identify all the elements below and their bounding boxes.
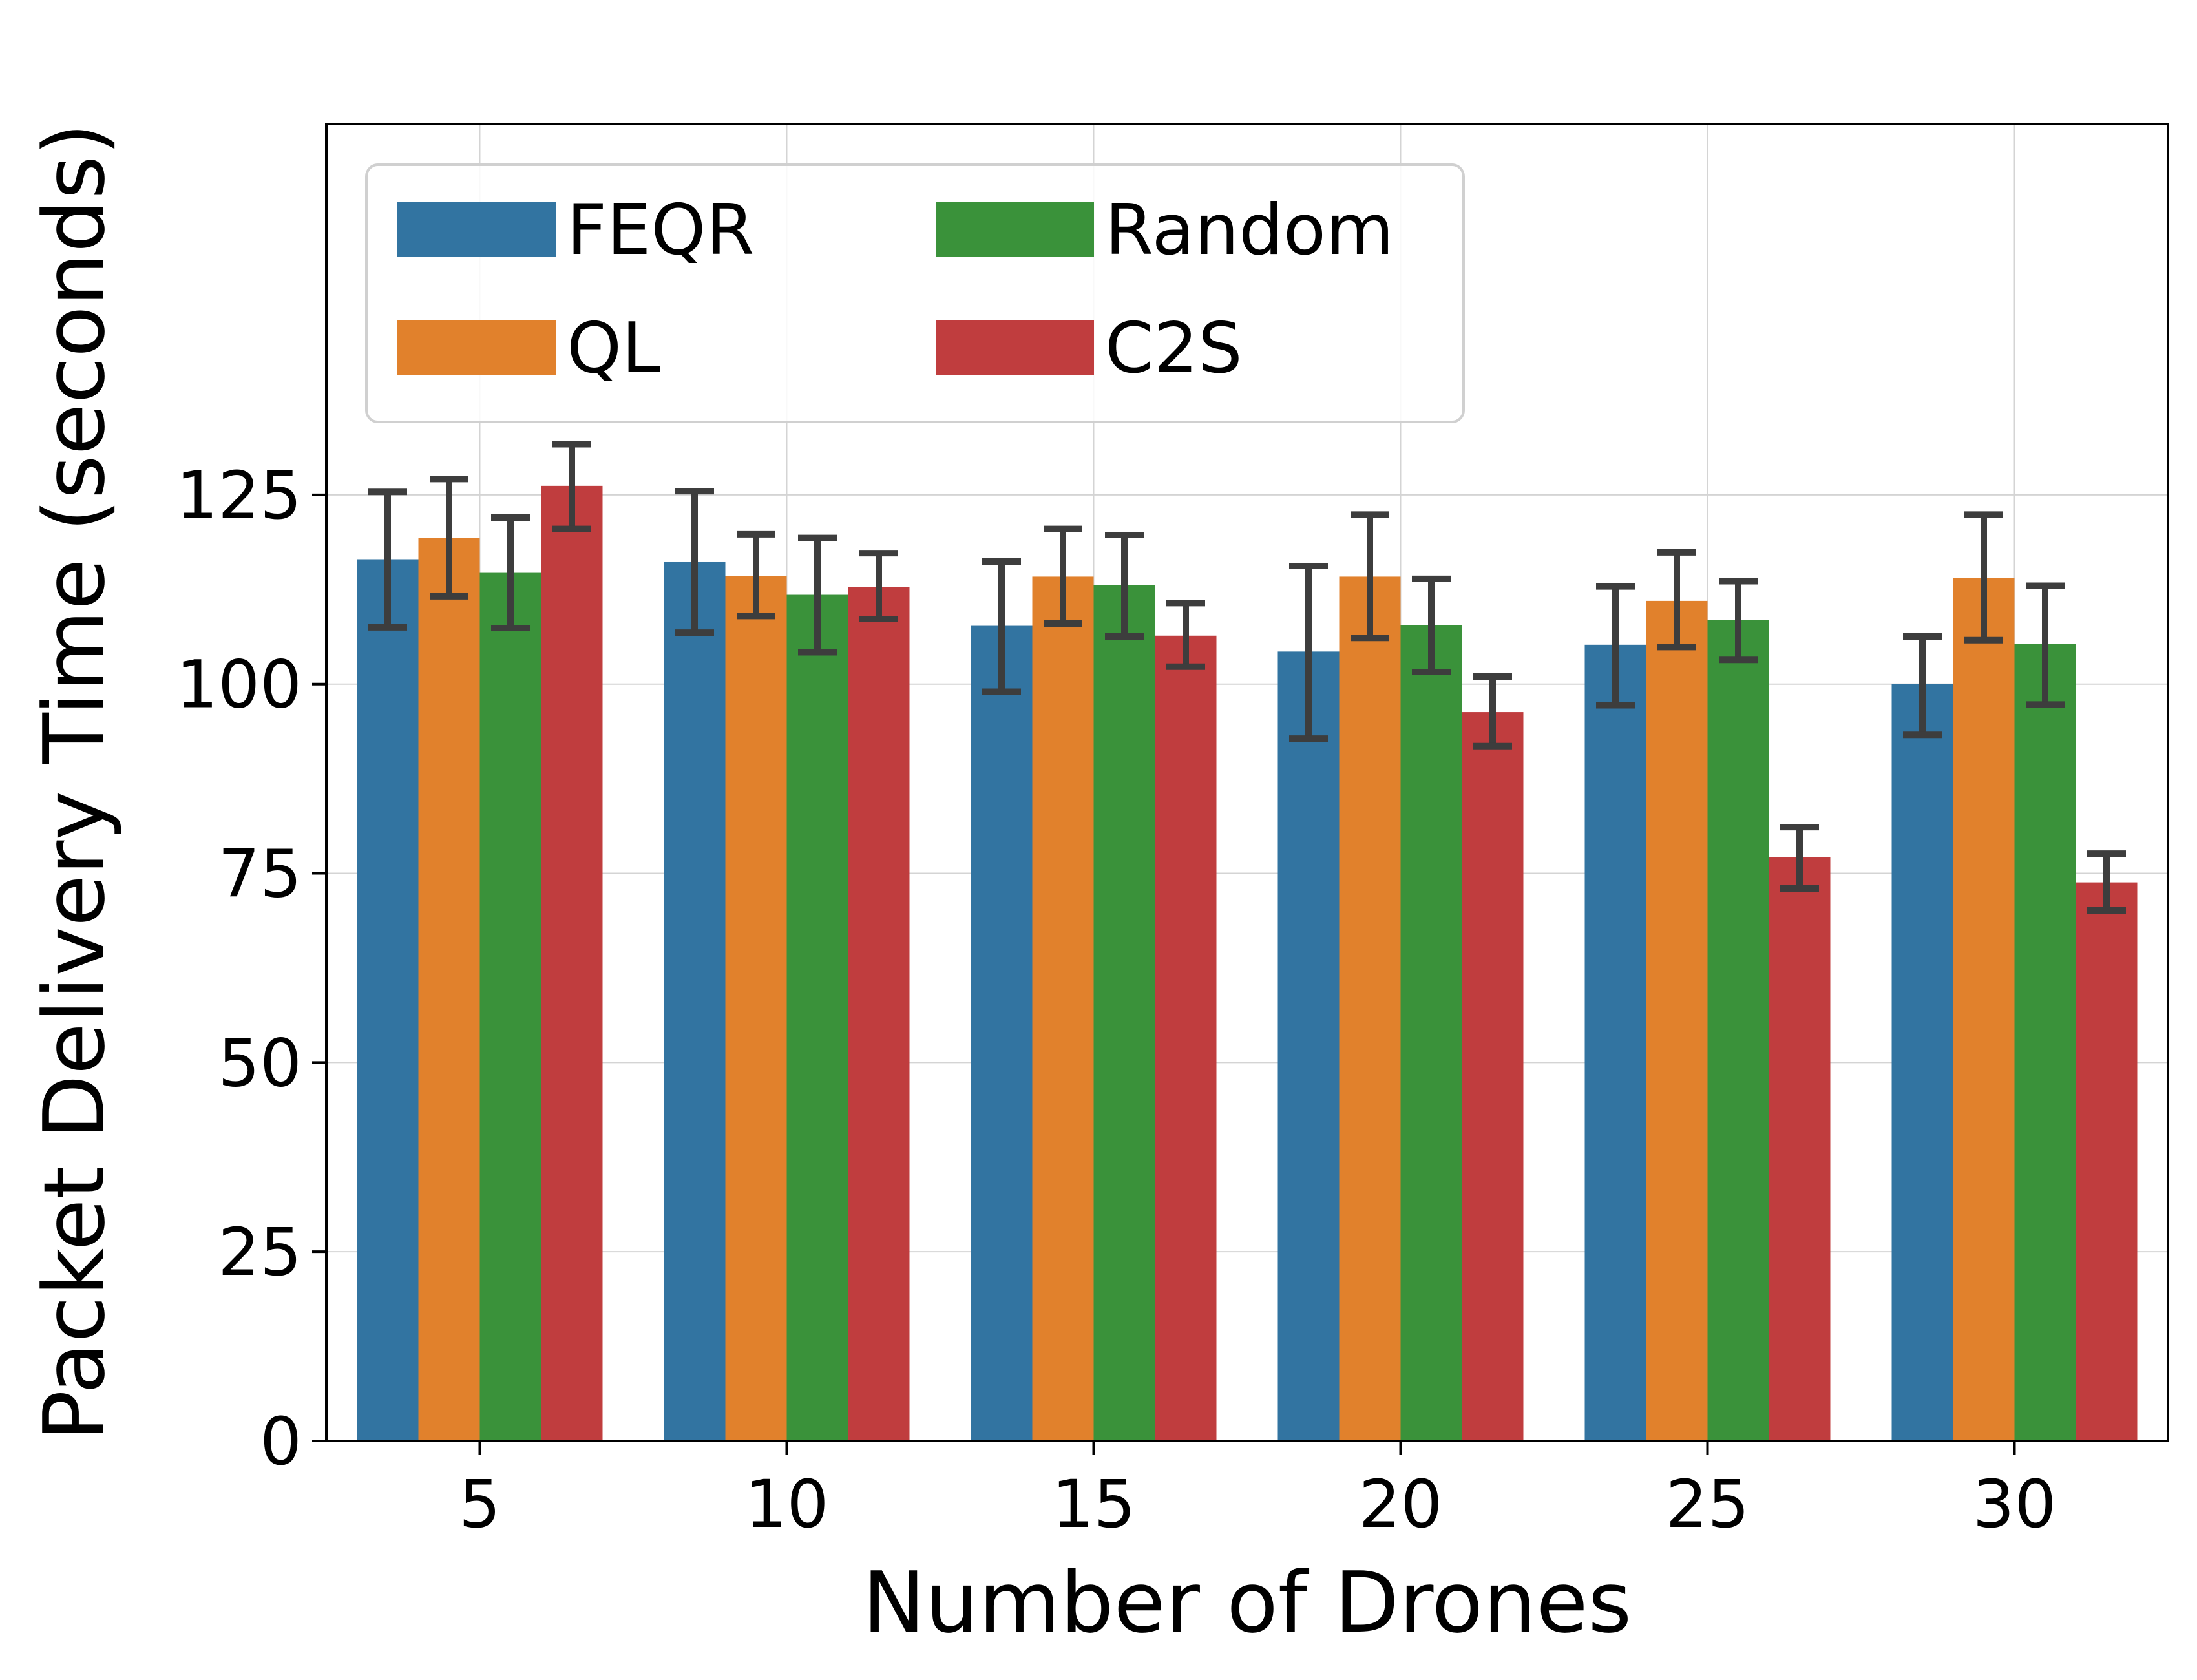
legend: FEQR QL Random C2S xyxy=(365,163,1465,423)
legend-label-random: Random xyxy=(1105,190,1394,271)
legend-label-feqr: FEQR xyxy=(567,190,754,271)
y-tick-label: 125 xyxy=(176,457,302,534)
y-tick-label: 75 xyxy=(218,836,302,913)
plot-frame xyxy=(325,123,2169,1442)
y-tick-label: 25 xyxy=(218,1214,302,1291)
bar-ql xyxy=(418,538,480,1441)
x-axis-title: Number of Drones xyxy=(863,1553,1632,1652)
x-tick-label: 15 xyxy=(1052,1466,1136,1543)
bar-feqr xyxy=(1891,684,1953,1441)
legend-swatch-ql xyxy=(397,320,556,375)
bar-ql xyxy=(1646,600,1708,1442)
x-tick-label: 25 xyxy=(1666,1466,1750,1543)
bar-feqr xyxy=(1584,644,1646,1442)
legend-frame xyxy=(365,163,1465,423)
legend-swatch-random xyxy=(936,202,1094,257)
bar-c2s xyxy=(1155,635,1217,1442)
bars xyxy=(357,485,2138,1442)
bar-ql xyxy=(1339,576,1401,1442)
bar-feqr xyxy=(664,561,726,1442)
x-tick-label: 5 xyxy=(459,1466,501,1543)
bar-c2s xyxy=(848,587,910,1442)
bar-ql xyxy=(725,576,787,1441)
x-tick-label: 30 xyxy=(1973,1466,2057,1543)
bar-random xyxy=(786,594,848,1442)
bar-random xyxy=(1400,625,1462,1442)
axis-ticks: 0 25 50 75 100 125 5 10 15 20 25 30 xyxy=(176,457,2056,1543)
bar-random xyxy=(1093,585,1155,1441)
legend-swatch-c2s xyxy=(936,320,1094,375)
legend-label-c2s: C2S xyxy=(1105,308,1243,389)
bar-c2s xyxy=(1462,712,1524,1441)
x-tick-label: 10 xyxy=(745,1466,829,1543)
bar-random xyxy=(1707,620,1769,1441)
error-bars xyxy=(368,441,2126,914)
legend-label-ql: QL xyxy=(567,308,660,389)
bar-feqr xyxy=(971,625,1033,1441)
bar-c2s xyxy=(2076,882,2138,1441)
bar-c2s xyxy=(541,485,603,1441)
y-tick-label: 100 xyxy=(176,647,302,724)
y-tick-label: 50 xyxy=(218,1025,302,1102)
bar-random xyxy=(2014,644,2076,1441)
bar-c2s xyxy=(1769,857,1831,1441)
bar-feqr xyxy=(1277,651,1340,1441)
bar-ql xyxy=(1032,576,1094,1442)
bar-ql xyxy=(1953,578,2015,1442)
y-axis-title: Packet Delivery Time (seconds) xyxy=(25,123,123,1441)
legend-swatch-feqr xyxy=(397,202,556,257)
x-tick-label: 20 xyxy=(1359,1466,1443,1543)
bar-random xyxy=(479,572,541,1441)
bar-feqr xyxy=(357,559,419,1441)
y-tick-label: 0 xyxy=(260,1403,302,1480)
